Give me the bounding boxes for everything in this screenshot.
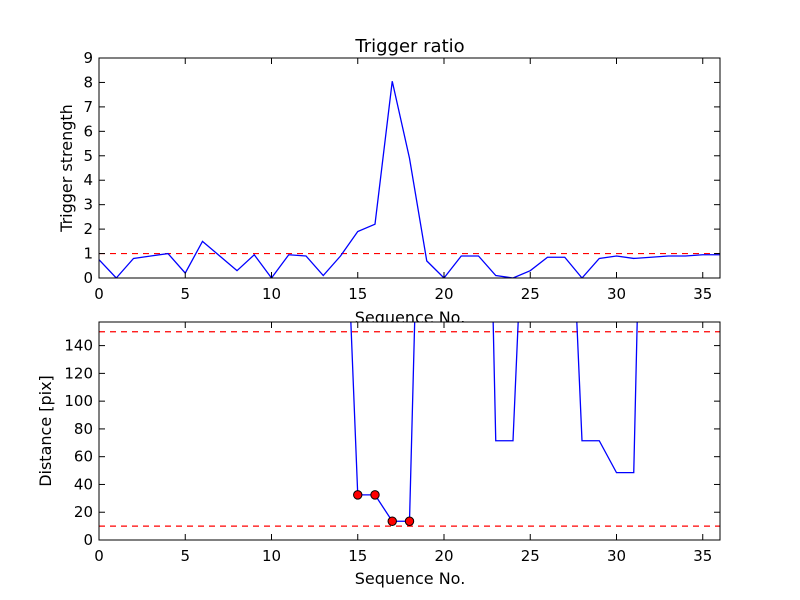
y-tick-label: 7	[83, 98, 93, 116]
y-tick-label: 9	[83, 49, 93, 67]
y-axis-label: Distance [pix]	[36, 375, 55, 487]
x-tick-label: 15	[348, 285, 367, 303]
x-tick-label: 10	[262, 285, 281, 303]
data-point	[404, 516, 415, 526]
chart-title: Trigger ratio	[354, 36, 464, 57]
y-tick-label: 80	[74, 420, 93, 438]
x-tick-label: 20	[434, 285, 453, 303]
x-tick-label: 5	[180, 285, 190, 303]
y-tick-label: 100	[64, 392, 93, 410]
series-line	[576, 322, 638, 474]
y-tick-label: 4	[83, 171, 93, 189]
x-tick-label: 30	[607, 285, 626, 303]
y-tick-label: 40	[74, 475, 93, 493]
x-tick-label: 35	[693, 547, 712, 565]
series-line	[350, 322, 416, 522]
x-axis-label: Sequence No.	[355, 569, 466, 588]
y-tick-label: 2	[83, 220, 93, 238]
y-tick-label: 120	[64, 364, 93, 382]
x-tick-label: 0	[94, 547, 104, 565]
y-tick-label: 60	[74, 448, 93, 466]
series-line	[99, 81, 720, 278]
x-tick-label: 25	[521, 547, 540, 565]
trigger-ratio-chart: Trigger ratio 0 5 10 15 20 25 30 35 0123456789 …	[57, 36, 721, 327]
y-tick-label: 0	[83, 269, 93, 287]
x-tick-label: 35	[693, 285, 712, 303]
x-tick-label: 0	[94, 285, 104, 303]
x-tick-label: 20	[434, 547, 453, 565]
data-point	[387, 516, 397, 526]
x-tick-label: 25	[521, 285, 540, 303]
y-tick-label: 6	[83, 122, 93, 140]
distance-chart: 0 5 10 15 20 25 30 35 0 20 40 60 80 100 120 140 Sequen…	[36, 321, 721, 588]
series-line	[492, 322, 519, 442]
y-tick-label: 20	[74, 503, 93, 521]
plot-area	[98, 57, 721, 279]
x-tick-label: 30	[607, 547, 626, 565]
x-tick-label: 5	[180, 547, 190, 565]
data-point	[353, 490, 363, 500]
y-tick-label: 3	[83, 196, 93, 214]
y-tick-label: 5	[83, 147, 93, 165]
plot-area	[98, 321, 721, 541]
data-point	[370, 490, 380, 500]
y-tick-label: 1	[83, 245, 93, 263]
y-tick-label: 8	[83, 73, 93, 91]
y-tick-label: 0	[83, 531, 93, 549]
y-tick-label: 140	[64, 337, 93, 355]
x-tick-label: 15	[348, 547, 367, 565]
x-tick-label: 10	[262, 547, 281, 565]
y-axis-label: Trigger strength	[57, 104, 76, 233]
